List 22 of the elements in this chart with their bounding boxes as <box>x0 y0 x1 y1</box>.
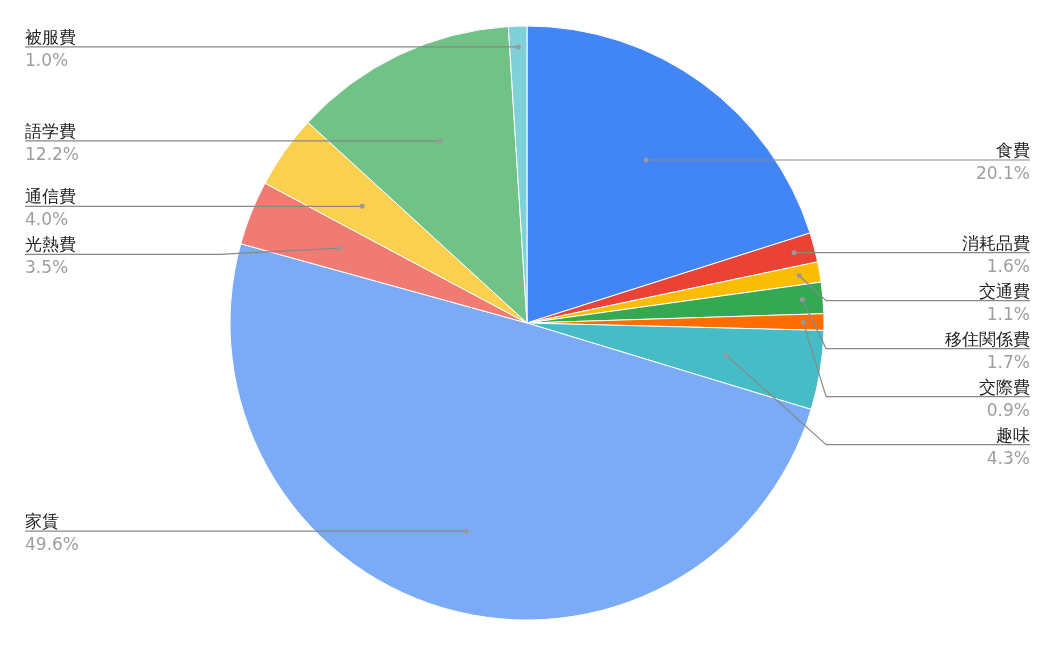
data-label: 20.1% <box>975 162 1030 183</box>
data-label: 49.6% <box>25 534 80 555</box>
data-label: 4.3% <box>986 447 1030 468</box>
slice-label: 被服費 <box>25 26 76 47</box>
slice-label: 食費 <box>996 139 1030 160</box>
data-label: 4.0% <box>25 209 69 230</box>
data-label: 1.1% <box>986 303 1030 324</box>
slice-label: 交際費 <box>979 376 1030 397</box>
slice-label: 移住関係費 <box>945 328 1030 349</box>
slice-label: 交通費 <box>979 280 1030 301</box>
data-label: 0.9% <box>986 399 1030 420</box>
data-label: 3.5% <box>25 257 69 278</box>
slice-label: 消耗品費 <box>962 232 1030 253</box>
data-label: 12.2% <box>25 143 80 164</box>
data-label: 1.7% <box>986 351 1030 372</box>
slice-label: 光熱費 <box>25 234 76 255</box>
slice-label: 通信費 <box>25 186 76 207</box>
data-label: 1.6% <box>986 255 1030 276</box>
slice-label: 語学費 <box>25 120 76 141</box>
slice-label: 家賃 <box>25 511 59 532</box>
data-label: 1.0% <box>25 49 69 70</box>
slice-label: 趣味 <box>996 424 1030 445</box>
